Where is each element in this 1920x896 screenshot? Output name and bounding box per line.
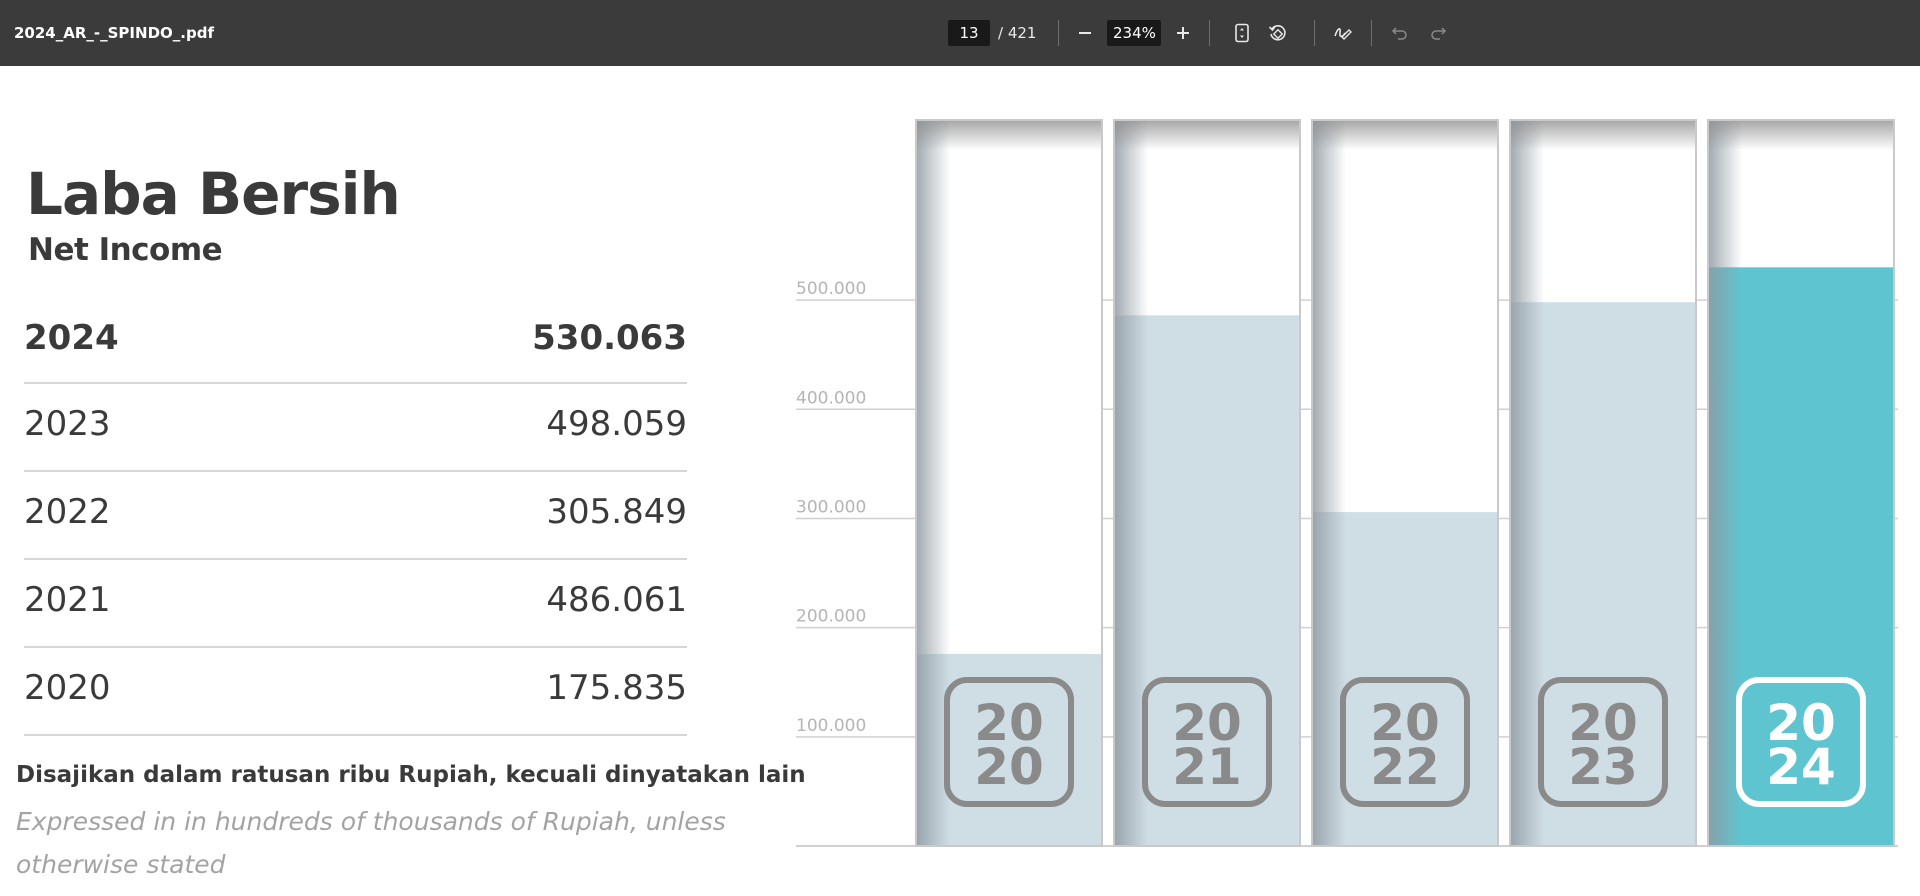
page-title: Laba Bersih	[26, 160, 401, 228]
year-badge	[1736, 677, 1866, 807]
year-badge-top: 20	[974, 694, 1044, 752]
row-year: 2021	[24, 580, 111, 620]
year-badge	[1538, 677, 1668, 807]
y-tick-label: 300.000	[796, 497, 866, 517]
undo-button[interactable]	[1384, 17, 1416, 49]
year-badge-bottom: 21	[1172, 738, 1242, 796]
draw-icon	[1334, 28, 1353, 40]
bar-column-2022: 2022	[1311, 119, 1499, 847]
rotate-button[interactable]	[1262, 17, 1294, 49]
table-row: 2021 486.061	[24, 560, 687, 648]
year-badge-top: 20	[1172, 694, 1242, 752]
column-top-shadow	[1312, 120, 1498, 150]
column-frame	[1509, 119, 1697, 847]
redo-button[interactable]	[1422, 17, 1454, 49]
net-income-table: 2024 530.063 2023 498.059 2022 305.849 2…	[24, 300, 687, 736]
row-value: 498.059	[546, 404, 687, 444]
toolbar-controls: 13 / 421 234%	[948, 0, 1454, 66]
plus-icon	[1177, 27, 1190, 39]
pdf-toolbar: 2024_AR_-_SPINDO_.pdf 13 / 421 234%	[0, 0, 1920, 66]
y-tick-label: 200.000	[796, 607, 866, 627]
year-badge-bottom: 23	[1568, 738, 1638, 796]
row-value: 175.835	[546, 668, 687, 708]
document-title: 2024_AR_-_SPINDO_.pdf	[14, 24, 214, 42]
toolbar-divider	[1058, 20, 1060, 46]
y-tick-label: 400.000	[796, 388, 866, 408]
row-year: 2023	[24, 404, 111, 444]
year-badge-bottom: 24	[1766, 738, 1836, 796]
year-badge-bottom: 20	[974, 738, 1044, 796]
toolbar-divider	[1371, 20, 1373, 46]
redo-icon	[1431, 27, 1447, 40]
bar-column-2023: 2023	[1509, 119, 1697, 847]
column-frame	[1707, 119, 1895, 847]
year-badge-top: 20	[1370, 694, 1440, 752]
bar-column-2024: 2024	[1707, 119, 1895, 847]
toolbar-divider	[1209, 20, 1211, 46]
column-top-shadow	[1114, 120, 1300, 150]
year-badge-bottom: 22	[1370, 738, 1440, 796]
year-badge-top: 20	[1568, 694, 1638, 752]
note-english: Expressed in in hundreds of thousands of…	[16, 807, 726, 879]
note-indonesian: Disajikan dalam ratusan ribu Rupiah, kec…	[16, 762, 806, 788]
column-frame	[915, 119, 1103, 847]
rotate-icon	[1269, 25, 1287, 41]
year-badge	[1340, 677, 1470, 807]
undo-icon	[1392, 27, 1408, 40]
fit-page-icon	[1235, 23, 1250, 43]
row-year: 2024	[24, 318, 119, 358]
zoom-out-button[interactable]	[1069, 17, 1101, 49]
row-year: 2022	[24, 492, 111, 532]
row-value: 486.061	[546, 580, 687, 620]
y-tick-label: 100.000	[796, 716, 866, 736]
row-year: 2020	[24, 668, 111, 708]
fit-page-button[interactable]	[1226, 17, 1258, 49]
table-row: 2022 305.849	[24, 472, 687, 560]
toolbar-divider	[1314, 20, 1316, 46]
year-badge-top: 20	[1766, 694, 1836, 752]
page-number-input[interactable]: 13	[948, 20, 990, 46]
column-top-shadow	[916, 120, 1102, 150]
page-subtitle: Net Income	[28, 232, 223, 268]
table-row: 2024 530.063	[24, 300, 687, 384]
year-badge	[944, 677, 1074, 807]
row-value: 305.849	[546, 492, 687, 532]
page-total: / 421	[998, 24, 1037, 42]
year-badge	[1142, 677, 1272, 807]
y-tick-label: 500.000	[796, 279, 866, 299]
column-frame	[1311, 119, 1499, 847]
row-value: 530.063	[532, 318, 687, 358]
bar-column-2021: 2021	[1113, 119, 1301, 847]
column-frame	[1113, 119, 1301, 847]
draw-button[interactable]	[1327, 17, 1359, 49]
minus-icon	[1079, 32, 1092, 34]
zoom-level-input[interactable]: 234%	[1107, 20, 1162, 46]
net-income-bar-chart: 100.000200.000300.000400.000500.00020202…	[796, 119, 1898, 847]
column-top-shadow	[1708, 120, 1894, 150]
zoom-in-button[interactable]	[1167, 17, 1199, 49]
table-row: 2023 498.059	[24, 384, 687, 472]
bar-column-2020: 2020	[915, 119, 1103, 847]
column-top-shadow	[1510, 120, 1696, 150]
table-row: 2020 175.835	[24, 648, 687, 736]
